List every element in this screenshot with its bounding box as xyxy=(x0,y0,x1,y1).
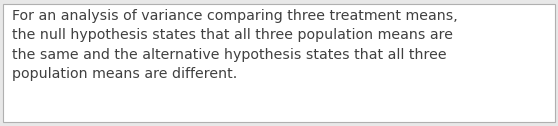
FancyBboxPatch shape xyxy=(3,4,555,122)
Text: For an analysis of variance comparing three treatment means,
the null hypothesis: For an analysis of variance comparing th… xyxy=(12,9,458,81)
